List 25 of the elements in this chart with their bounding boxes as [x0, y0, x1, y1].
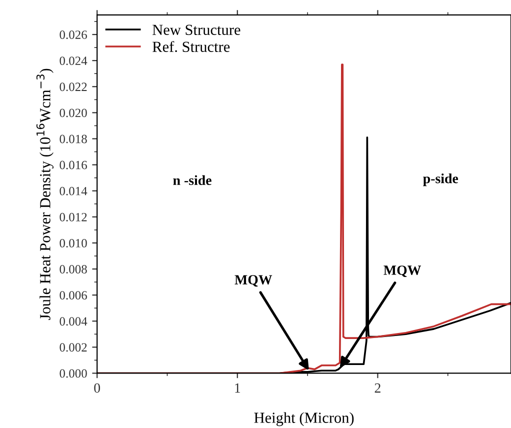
x-tick-label: 1: [235, 383, 240, 393]
y-tick-label: 0.024: [60, 56, 88, 66]
y-tick-label: 0.008: [60, 265, 87, 274]
annotation: n -side: [173, 175, 212, 186]
x-tick-label: 0: [94, 383, 100, 393]
y-tick-label: 0.020: [60, 108, 87, 118]
y-tick-label: 0.004: [60, 317, 88, 326]
y-tick-label: 0.018: [60, 134, 87, 144]
y-tick-label: 0.010: [60, 238, 87, 248]
x-axis-title: Height (Micron): [254, 412, 354, 426]
y-tick-label: 0.012: [60, 212, 87, 222]
y-tick-label: 0.026: [60, 30, 87, 40]
annotation: MQW: [234, 275, 272, 287]
x-tick-label: 2: [374, 383, 380, 393]
y-tick-label: 0.014: [60, 186, 88, 196]
y-tick-label: 0.002: [60, 343, 87, 352]
y-axis-title: Joule Heat Power Density (10$^{16}$Wcm$^{−3}$): [36, 68, 54, 320]
annotation: MQW: [384, 266, 422, 278]
legend-label: New Structure: [152, 24, 240, 35]
legend-label: Ref. Structre: [152, 41, 230, 52]
y-tick-label: 0.016: [60, 160, 87, 170]
annotation: p-side: [423, 173, 458, 186]
y-tick-label: 0.022: [60, 82, 87, 92]
y-tick-label: 0.000: [60, 369, 87, 378]
y-tick-label: 0.006: [60, 291, 87, 300]
